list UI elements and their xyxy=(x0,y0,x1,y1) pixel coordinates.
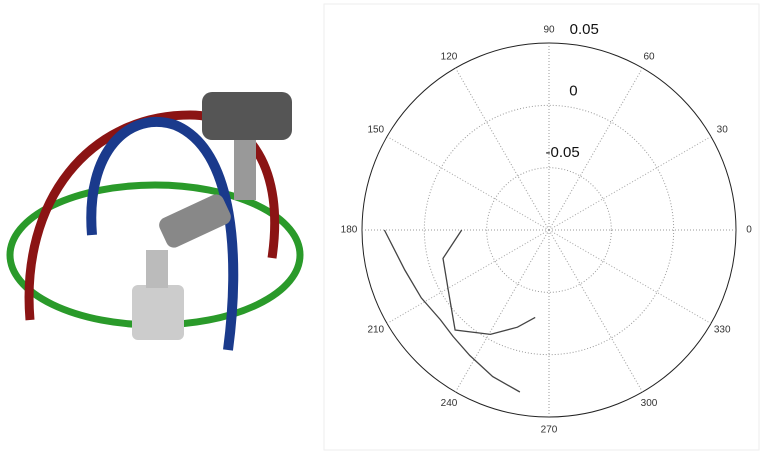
theta-label: 30 xyxy=(717,125,729,136)
page: 0 30 60 90 120 150 180 210 240 270 300 330 -0.05 0 0.0… xyxy=(0,0,763,454)
theta-label: 90 xyxy=(543,25,555,36)
probe-shaft xyxy=(234,140,256,200)
r-tick-label: -0.05 xyxy=(546,144,580,161)
probe-head xyxy=(202,92,292,140)
theta-label: 210 xyxy=(367,325,384,336)
theta-label: 0 xyxy=(746,225,752,236)
probe-arm xyxy=(157,192,234,251)
theta-label: 300 xyxy=(641,398,658,409)
probe-illustration xyxy=(10,92,300,350)
probe-base xyxy=(132,285,184,340)
theta-label: 330 xyxy=(714,325,731,336)
r-tick-label: 0 xyxy=(569,82,577,99)
theta-label: 120 xyxy=(441,51,458,62)
theta-label: 240 xyxy=(441,398,458,409)
theta-label: 150 xyxy=(367,125,384,136)
theta-label: 60 xyxy=(643,51,655,62)
plot-frame xyxy=(324,4,759,450)
r-tick-label: 0.05 xyxy=(570,21,599,38)
theta-label: 270 xyxy=(541,425,558,436)
theta-label: 180 xyxy=(341,225,358,236)
probe-stem xyxy=(146,250,168,288)
